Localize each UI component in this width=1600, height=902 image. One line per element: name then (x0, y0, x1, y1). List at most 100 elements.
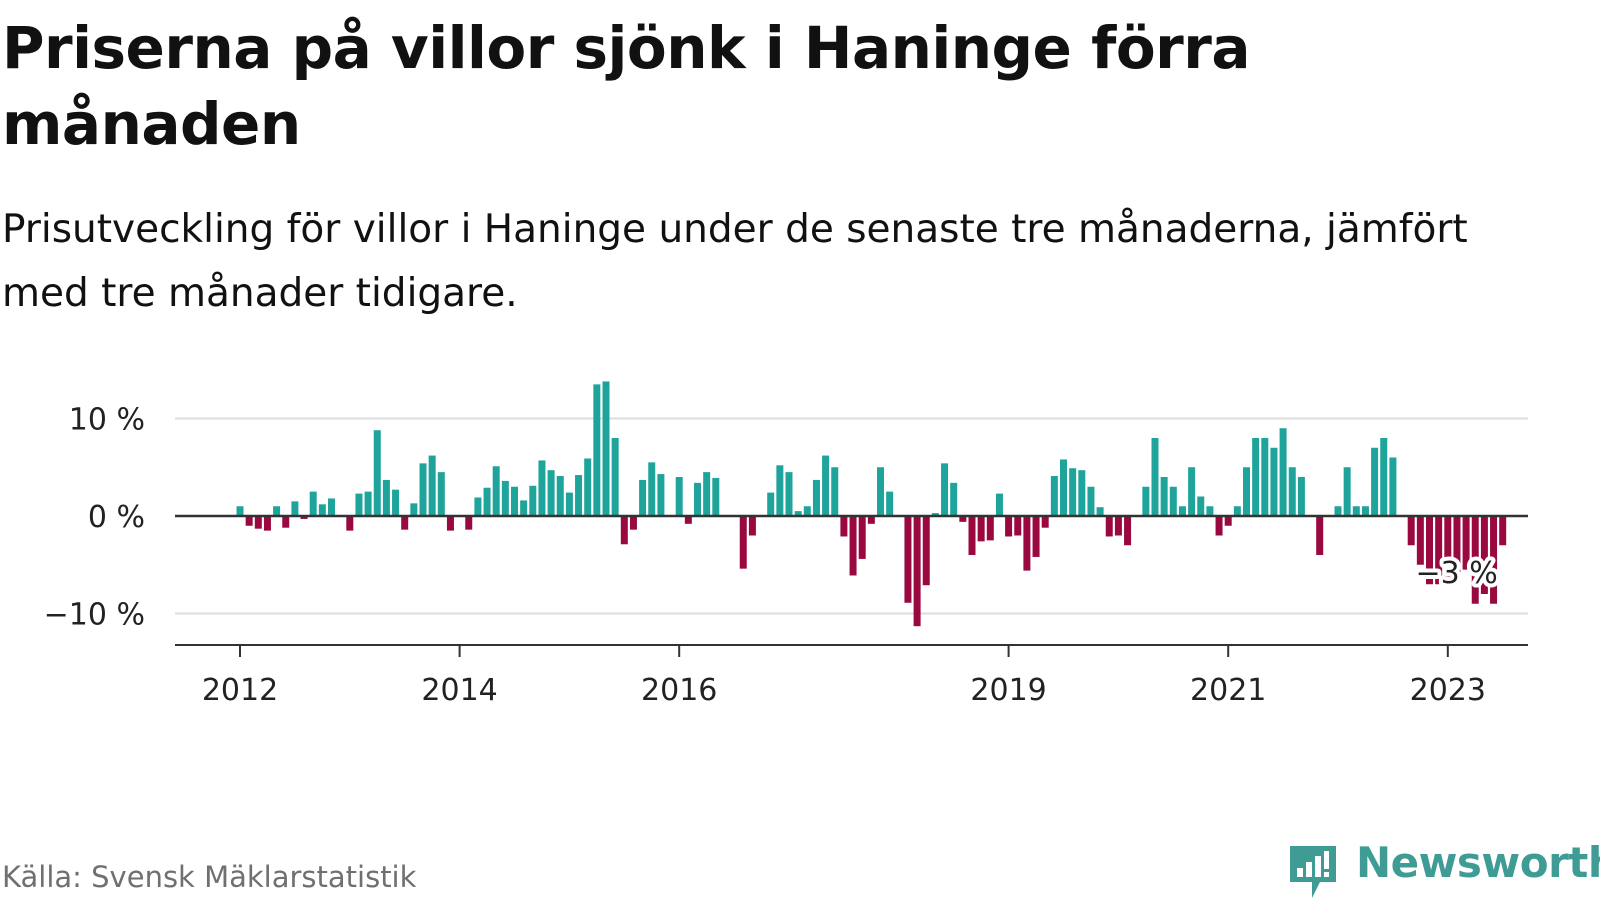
bar (968, 516, 976, 555)
y-tick-label: −10 % (44, 598, 145, 633)
latest-value-label: −3 % (1416, 556, 1498, 591)
bar (959, 516, 967, 522)
bar (1169, 486, 1177, 516)
bar (245, 516, 253, 526)
bar (703, 472, 711, 516)
gridlines (175, 417, 1528, 615)
bar (995, 493, 1003, 516)
bar (437, 472, 445, 516)
bar (501, 480, 509, 516)
bar (812, 479, 820, 516)
bar (648, 462, 656, 516)
bar (1243, 467, 1250, 516)
bar (602, 381, 610, 516)
x-tick-label: 2016 (641, 673, 717, 708)
bar (1096, 507, 1104, 516)
bar (1343, 467, 1351, 516)
bar (1087, 486, 1095, 516)
bar (1032, 516, 1040, 557)
x-axis-ticks: 2012 2014 2016 2019 2021 2023 (202, 645, 1486, 708)
bar (355, 493, 363, 516)
x-tick-label: 2021 (1190, 673, 1266, 708)
bar (950, 482, 958, 516)
bar (977, 516, 985, 542)
bar (1041, 516, 1049, 528)
bar (1371, 447, 1379, 516)
bar (1389, 457, 1397, 516)
bar (1279, 428, 1287, 516)
bar (1005, 516, 1013, 537)
bar (565, 492, 573, 516)
bar (1288, 467, 1296, 516)
bar (1444, 516, 1452, 585)
bar (831, 467, 839, 516)
bar (520, 500, 528, 516)
bar (1407, 516, 1415, 546)
bar (309, 491, 317, 516)
bar (538, 460, 546, 516)
bar (1142, 486, 1150, 516)
bar (1060, 459, 1067, 516)
bar (1361, 506, 1369, 516)
bar (684, 516, 692, 524)
bar (575, 475, 583, 516)
bar (492, 466, 500, 516)
bar (1050, 476, 1058, 516)
bar (474, 497, 482, 516)
bar (986, 516, 994, 541)
bar (1160, 477, 1168, 516)
x-tick-label: 2019 (970, 673, 1046, 708)
bar (1014, 516, 1022, 536)
chart-title: Priserna på villor sjönk i Haninge förra… (2, 14, 1251, 158)
bar (254, 516, 262, 529)
bar (236, 506, 244, 516)
bar (785, 472, 793, 516)
x-tick-label: 2012 (202, 673, 278, 708)
bar (1206, 506, 1214, 516)
bar (611, 438, 619, 516)
bar (373, 430, 381, 516)
bar (291, 501, 299, 516)
bar (346, 516, 354, 531)
y-tick-label: 10 % (69, 403, 145, 438)
bar (1023, 516, 1031, 571)
bar (1334, 506, 1342, 516)
bar (776, 465, 784, 516)
bar (419, 463, 427, 516)
bar (931, 513, 939, 516)
bar (584, 458, 592, 516)
bar (1188, 467, 1196, 516)
bar (1233, 506, 1241, 516)
bar (1252, 438, 1260, 516)
bar (511, 486, 518, 516)
brand-name: Newsworthy (1356, 838, 1600, 887)
bar (328, 498, 335, 516)
bar (629, 516, 637, 530)
bar (1416, 516, 1424, 565)
bar (1215, 516, 1223, 536)
bar (1261, 438, 1269, 516)
bar (712, 477, 720, 516)
bar (922, 516, 930, 586)
bar (529, 485, 537, 516)
y-axis-ticks: 10 % 0 % −10 % (44, 403, 145, 633)
bar (273, 506, 281, 516)
bar (1471, 516, 1479, 604)
bar (593, 384, 601, 516)
bar (300, 516, 308, 519)
bar (913, 516, 921, 627)
bar (1178, 506, 1186, 516)
bar (858, 516, 866, 559)
bar (694, 482, 701, 516)
bar (867, 516, 875, 524)
bar (1078, 470, 1086, 516)
bar (794, 511, 802, 516)
bar (822, 455, 830, 516)
bar (483, 487, 491, 516)
bar (1490, 516, 1498, 604)
bar (1435, 516, 1443, 585)
bar (1069, 468, 1077, 516)
bar (620, 516, 628, 545)
x-tick-label: 2014 (421, 673, 497, 708)
